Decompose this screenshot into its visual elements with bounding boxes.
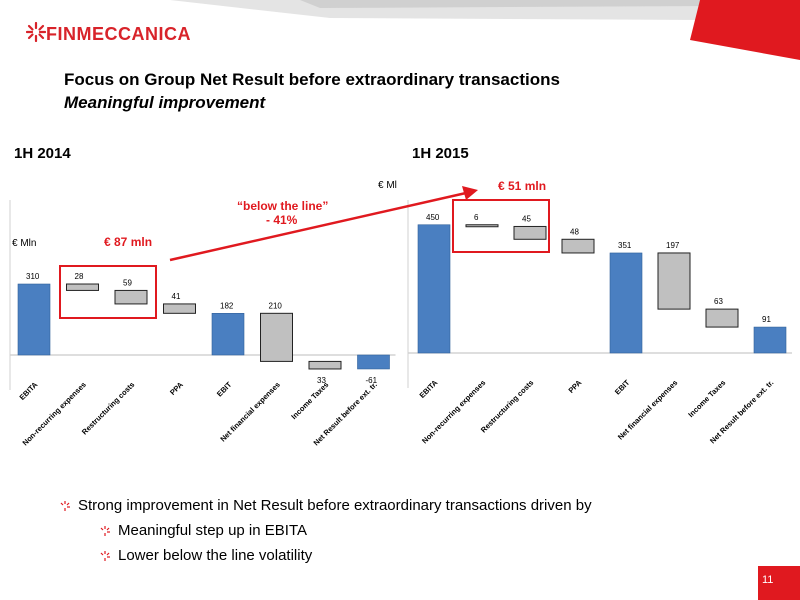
logo-star-icon [26,22,46,42]
data-label: 351 [618,241,632,250]
highlight-box [59,265,157,319]
waterfall-bar [705,308,739,328]
waterfall-bar [260,312,293,362]
arrow-label-line1: “below the line” [237,199,328,213]
data-label: 182 [220,301,234,310]
waterfall-bar [211,313,245,356]
waterfall-bar [561,238,595,254]
data-label: 197 [666,241,680,250]
bullet-list: Strong improvement in Net Result before … [58,497,592,572]
right-period-label: 1H 2015 [412,145,469,162]
logo-wordmark: FINMECCANICA [46,24,191,44]
category-label: Restructuring costs [80,380,136,436]
category-label: Restructuring costs [479,378,535,434]
bullet-sub-2: Lower below the line volatility [98,547,592,564]
data-label: 45 [522,214,531,223]
bullet-sparkle-icon [100,550,110,561]
data-label: 59 [123,278,132,287]
callout-label: € 51 mln [498,179,546,193]
page-title: Focus on Group Net Result before extraor… [64,70,560,89]
left-period-label: 1H 2014 [14,145,71,162]
data-label: 450 [426,213,440,222]
data-label: 41 [172,292,181,301]
page-number-badge [758,566,800,600]
data-label: -61 [366,376,378,385]
category-label: EBITA [418,378,440,400]
bullet-sub-text: Lower below the line volatility [118,547,313,564]
page-number: 11 [762,574,774,586]
data-label: 33 [317,376,326,385]
waterfall-bar [513,225,547,240]
waterfall-bar [657,252,691,310]
arrow-label-line2: - 41% [266,213,298,227]
category-label: Income Taxes [686,378,727,419]
unit-label: € Ml [378,180,397,191]
waterfall-bar [465,224,499,228]
bullet-sub-1: Meaningful step up in EBITA [98,522,592,539]
trend-arrow [169,191,467,262]
callout-label: € 87 mln [104,235,152,249]
category-label: PPA [567,378,584,395]
waterfall-bar [17,283,51,356]
category-label: EBITA [18,380,40,402]
bullet-sparkle-icon [60,500,70,511]
waterfall-bar [753,326,787,354]
unit-label: € Mln [12,238,36,249]
data-label: 210 [269,301,283,310]
bullet-main: Strong improvement in Net Result before … [58,497,592,514]
waterfall-bar [417,224,451,354]
highlight-box [452,199,550,253]
page-subtitle: Meaningful improvement [64,93,266,112]
waterfall-bar [357,354,390,370]
waterfall-bar [114,289,148,305]
category-label: EBIT [215,380,234,399]
waterfall-bar [66,283,99,291]
data-label: 310 [26,272,40,281]
bullet-sparkle-icon [100,525,110,536]
bullet-sub-text: Meaningful step up in EBITA [118,522,307,539]
data-label: 48 [570,227,579,236]
category-label: EBIT [613,378,632,397]
waterfall-bar [308,360,342,370]
waterfall-bar [609,252,643,354]
category-label: PPA [168,380,185,397]
data-label: 91 [762,315,771,324]
arrowhead-icon [462,186,478,200]
data-label: 28 [75,272,84,281]
waterfall-bar [163,303,196,314]
header-banner [170,0,800,60]
data-label: 63 [714,297,723,306]
data-label: 6 [474,213,479,222]
bullet-main-text: Strong improvement in Net Result before … [78,497,592,514]
category-label: Income Taxes [289,380,330,421]
